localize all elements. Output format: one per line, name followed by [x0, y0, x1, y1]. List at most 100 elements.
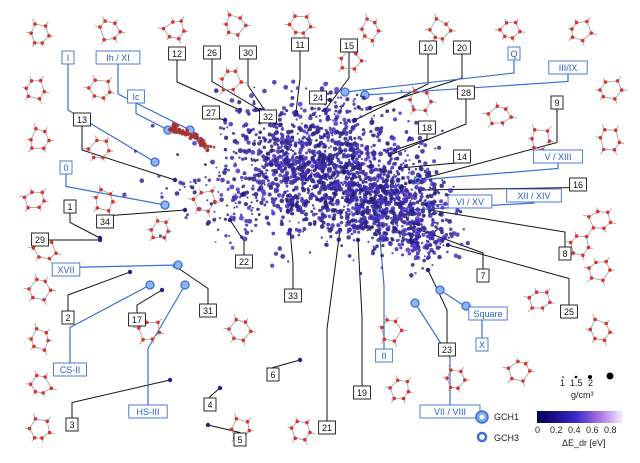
- data-point: [241, 133, 246, 138]
- data-point: [360, 217, 364, 221]
- structure-thumbnail: [133, 318, 165, 345]
- data-point: [406, 175, 410, 179]
- phase-label: CS-II: [60, 365, 81, 375]
- phase-label: HS-III: [136, 407, 159, 417]
- data-point: [339, 121, 343, 125]
- data-point: [400, 206, 404, 210]
- data-point: [279, 161, 283, 165]
- leader-line: [67, 271, 131, 318]
- data-point: [410, 233, 415, 237]
- data-point: [444, 233, 449, 237]
- data-point: [267, 192, 272, 197]
- data-point: [365, 106, 370, 111]
- data-point: [346, 221, 352, 226]
- data-point: [295, 195, 300, 200]
- data-point: [417, 145, 421, 149]
- data-point: [430, 229, 436, 235]
- data-point: [239, 213, 243, 217]
- data-point: [361, 209, 366, 213]
- data-point: [269, 148, 274, 152]
- data-point: [346, 193, 350, 198]
- data-point: [224, 167, 228, 171]
- data-point: [352, 159, 356, 164]
- data-point: [339, 215, 344, 220]
- data-point: [414, 167, 418, 171]
- data-point: [354, 188, 359, 193]
- data-point: [326, 240, 328, 243]
- data-point: [237, 100, 242, 105]
- data-point: [226, 187, 230, 191]
- data-point: [417, 135, 423, 141]
- data-point: [355, 199, 359, 202]
- data-point: [336, 179, 340, 183]
- callout-box: [438, 342, 456, 357]
- data-point: [224, 234, 228, 238]
- structure-thumbnail: [385, 375, 413, 403]
- target-point: [172, 177, 178, 183]
- data-point: [380, 266, 384, 270]
- data-point: [251, 141, 257, 146]
- callout-box: [65, 417, 79, 432]
- data-point: [316, 125, 320, 129]
- callout-box: [203, 397, 217, 412]
- data-point: [440, 205, 445, 210]
- data-point: [336, 152, 339, 155]
- data-point: [342, 102, 346, 105]
- data-point: [423, 177, 426, 180]
- data-point: [277, 138, 281, 142]
- data-point: [404, 159, 408, 163]
- data-point: [235, 187, 240, 192]
- data-point: [327, 133, 331, 137]
- phase-label: I: [67, 53, 70, 63]
- data-point: [388, 171, 391, 175]
- data-point: [280, 133, 285, 138]
- data-point: [333, 186, 336, 189]
- data-point: [352, 100, 355, 103]
- data-point: [285, 154, 289, 158]
- data-point: [302, 174, 307, 179]
- data-point: [362, 215, 367, 221]
- data-point: [382, 172, 386, 176]
- data-point: [241, 186, 244, 189]
- data-point: [280, 254, 286, 259]
- callout-box: [418, 120, 436, 135]
- structure-thumbnail: [595, 76, 628, 104]
- data-point: [334, 109, 338, 113]
- data-point: [246, 140, 251, 145]
- data-point: [244, 157, 248, 161]
- data-point: [295, 201, 299, 204]
- data-point: [441, 179, 444, 181]
- callout-box: [506, 188, 562, 203]
- data-point: [296, 132, 299, 135]
- target-point: [127, 269, 133, 275]
- data-point: [219, 133, 222, 136]
- structure-thumbnail: [223, 314, 257, 346]
- leader-line: [295, 45, 301, 113]
- data-point: [410, 263, 415, 267]
- data-point: [306, 169, 311, 173]
- data-point: [298, 154, 304, 160]
- data-point: [439, 183, 444, 189]
- data-point: [261, 197, 266, 202]
- data-point: [278, 113, 282, 118]
- data-point: [282, 168, 285, 171]
- data-point: [204, 176, 207, 179]
- data-point: [232, 212, 236, 216]
- data-point: [406, 153, 409, 157]
- leader-line: [326, 229, 341, 428]
- data-point: [300, 122, 303, 125]
- data-point: [215, 166, 218, 169]
- data-point: [309, 124, 313, 129]
- data-point: [250, 208, 253, 211]
- data-point: [312, 153, 317, 157]
- structure-thumbnail: [26, 122, 54, 153]
- leader-line: [409, 103, 558, 183]
- data-point: [423, 169, 428, 174]
- data-point: [321, 197, 324, 200]
- data-point: [385, 190, 389, 194]
- data-point: [403, 238, 406, 242]
- data-point: [299, 173, 303, 177]
- data-point: [379, 201, 384, 206]
- data-point: [372, 156, 377, 161]
- data-point: [272, 203, 276, 207]
